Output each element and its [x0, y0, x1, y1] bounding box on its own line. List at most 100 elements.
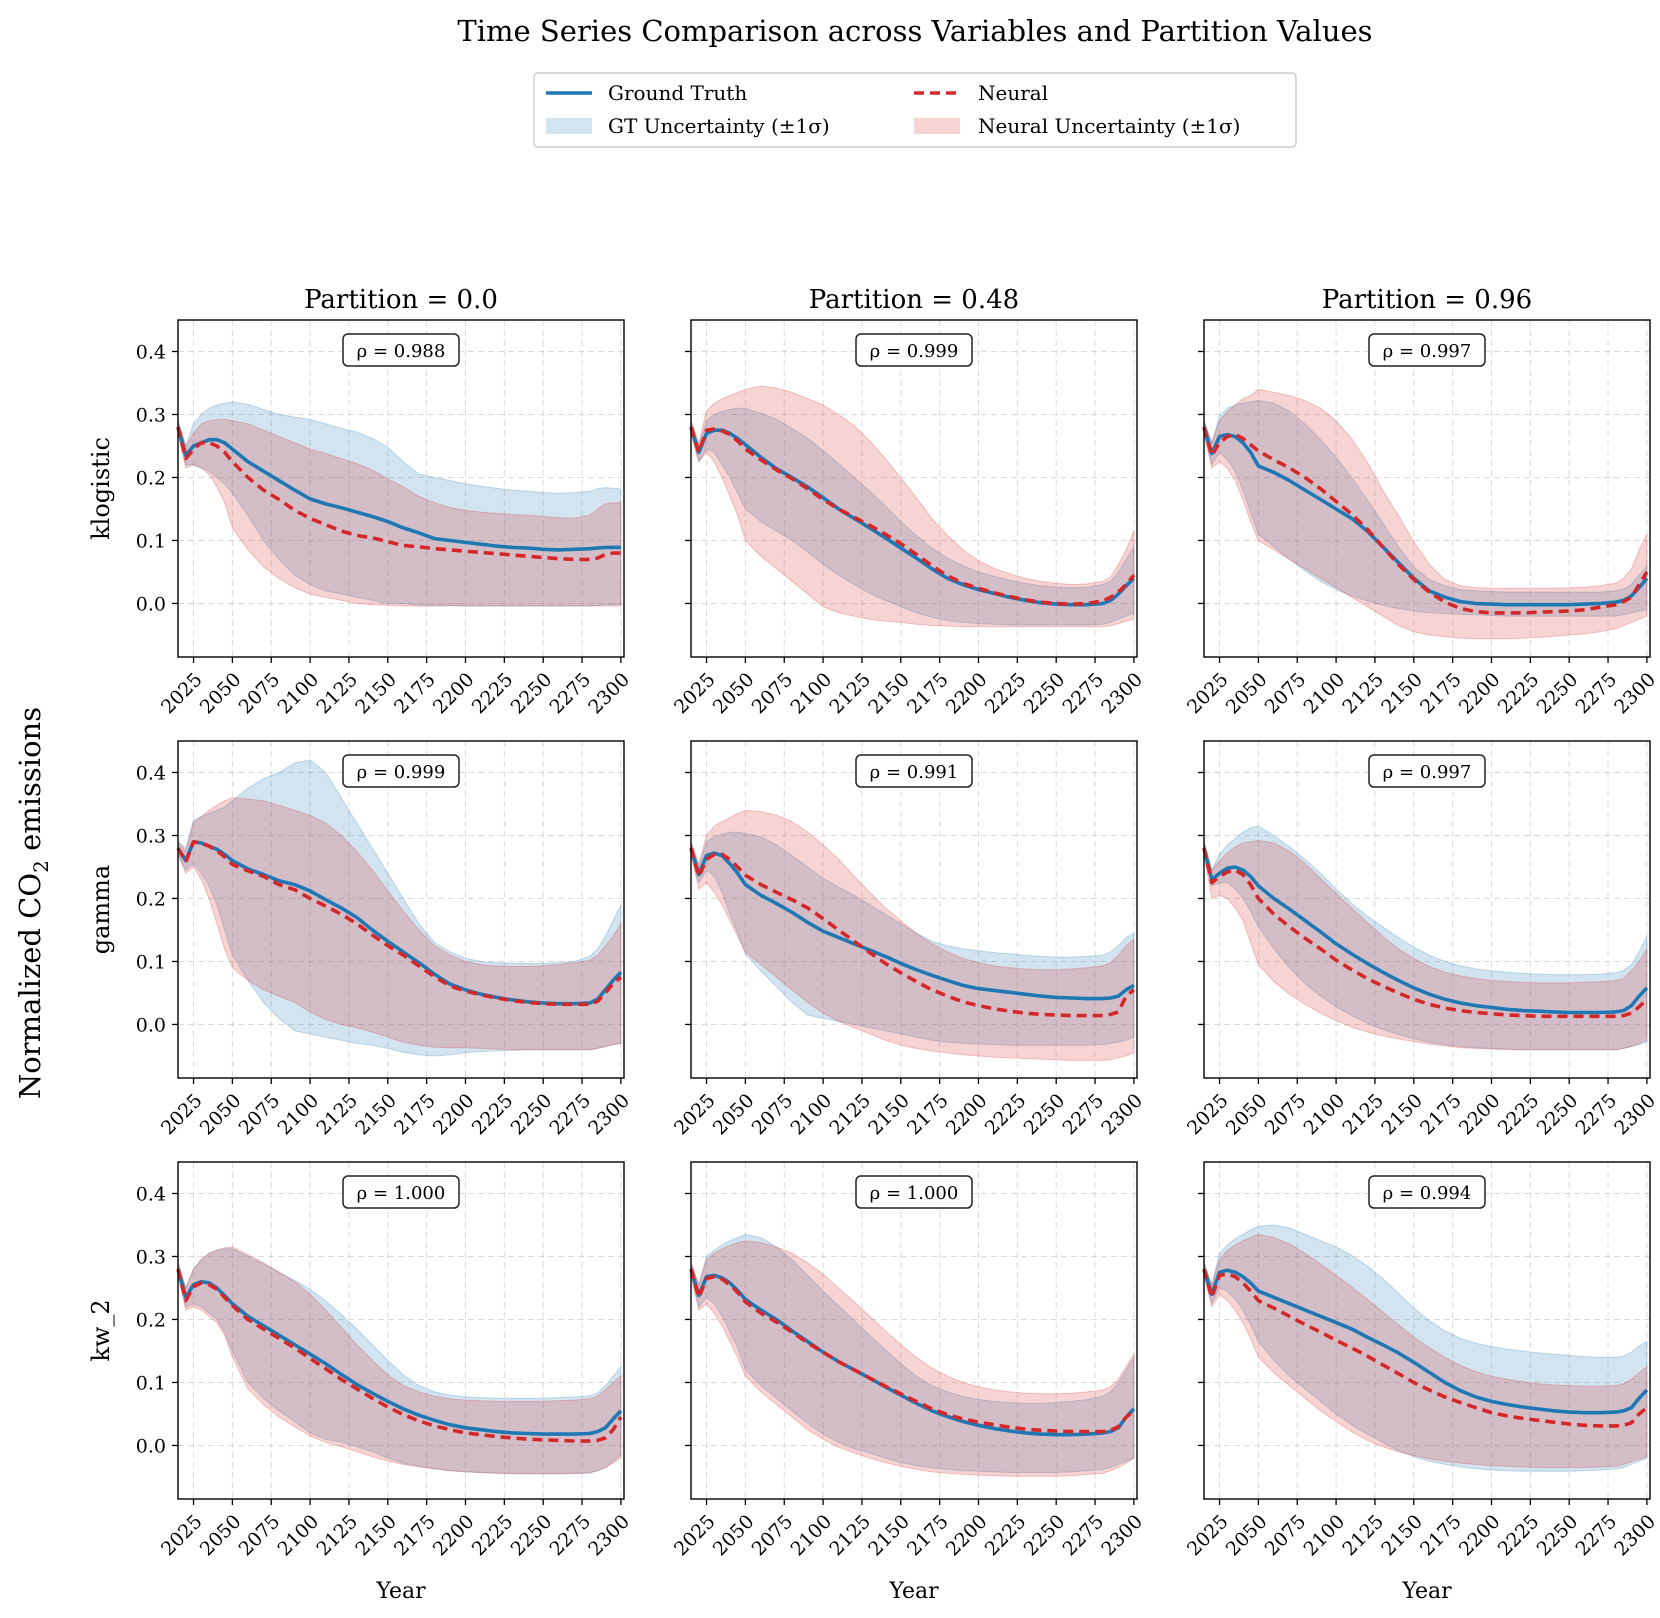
x-tick-label: 2225: [468, 1090, 518, 1140]
x-tick-label: 2150: [1377, 1511, 1427, 1561]
x-tick-label: 2275: [1058, 669, 1108, 719]
x-tick-label: 2050: [196, 1511, 246, 1561]
axes-frame: [1203, 1161, 1651, 1500]
panel-kw_2-0.96: 2025205020752100212521502175220022252250…: [1183, 1161, 1660, 1604]
x-tick-label: 2200: [942, 1511, 992, 1561]
neural-uncertainty-band: [690, 809, 1135, 1061]
correlation-box: [1368, 333, 1486, 367]
gt-uncertainty-band: [1203, 825, 1648, 1051]
y-tick-label: 0.4: [136, 1183, 166, 1205]
x-tick-label: 2100: [786, 1511, 836, 1561]
x-tick-label: 2125: [1338, 669, 1388, 719]
x-tick-label: 2200: [429, 1090, 479, 1140]
correlation-label: ρ = 1.000: [870, 1183, 959, 1204]
x-tick-label: 2225: [468, 669, 518, 719]
x-tick-label: 2125: [1338, 1511, 1388, 1561]
neural-uncertainty-band: [1203, 1233, 1648, 1468]
x-tick-label: 2300: [1097, 1090, 1147, 1140]
x-tick-label: 2025: [1183, 1511, 1233, 1561]
x-tick-label: 2150: [864, 1090, 914, 1140]
gt-uncertainty-band: [690, 407, 1135, 626]
x-tick-label: 2275: [1571, 669, 1621, 719]
panel-klogistic-0.0: 0.00.10.20.30.42025205020752100212521502…: [87, 285, 634, 718]
x-tick-label: 2200: [429, 1511, 479, 1561]
x-tick-label: 2225: [981, 1511, 1031, 1561]
y-axis-label: Normalized CO2 emissions: [13, 707, 53, 1099]
panel-klogistic-0.96: 2025205020752100212521502175220022252250…: [1183, 285, 1660, 718]
x-tick-label: 2250: [507, 669, 557, 719]
legend: Ground Truth Neural GT Uncertainty (±1σ)…: [533, 72, 1297, 148]
x-tick-label: 2175: [903, 1511, 953, 1561]
neural-line: [1202, 847, 1649, 1019]
legend-box: [533, 72, 1297, 148]
x-tick-label: 2100: [273, 1511, 323, 1561]
ground-truth-line: [176, 426, 621, 552]
x-tick-label: 2150: [351, 669, 401, 719]
ground-truth-line: [1202, 847, 1649, 1015]
x-tick-label: 2275: [545, 1090, 595, 1140]
x-tick-label: 2200: [1455, 669, 1505, 719]
x-tick-label: 2050: [709, 669, 759, 719]
panel-kw_2-0.0: 0.00.10.20.30.42025205020752100212521502…: [87, 1161, 634, 1604]
correlation-box: [342, 333, 460, 367]
column-title: Partition = 0.0: [304, 285, 498, 315]
x-tick-label: 2125: [825, 1511, 875, 1561]
x-tick-label: 2025: [670, 1511, 720, 1561]
x-tick-label: 2125: [825, 1090, 875, 1140]
axes-frame: [690, 740, 1138, 1079]
x-tick-label: 2275: [545, 669, 595, 719]
x-tick-label: 2175: [1416, 669, 1466, 719]
correlation-label: ρ = 0.991: [870, 762, 959, 783]
correlation-box: [1368, 754, 1486, 788]
gt-uncertainty-band: [690, 1233, 1135, 1473]
x-tick-label: 2050: [196, 669, 246, 719]
x-tick-label: 2050: [196, 1090, 246, 1140]
y-tick-label: 0.0: [136, 1435, 166, 1457]
neural-uncertainty-band: [177, 797, 622, 1051]
figure-title: Time Series Comparison across Variables …: [457, 14, 1372, 48]
x-tick-label: 2100: [273, 669, 323, 719]
x-tick-label: 2075: [1261, 669, 1311, 719]
x-tick-label: 2200: [429, 669, 479, 719]
gt-uncertainty-band: [177, 1248, 622, 1475]
neural-uncertainty-band: [1203, 839, 1648, 1051]
x-tick-label: 2300: [1610, 1090, 1660, 1140]
neural-uncertainty-band: [690, 385, 1135, 628]
neural-uncertainty-band: [690, 1240, 1135, 1477]
panel-kw_2-0.48: 2025205020752100212521502175220022252250…: [670, 1161, 1147, 1604]
ground-truth-line: [1202, 1268, 1649, 1415]
x-tick-label: 2300: [1610, 669, 1660, 719]
gt-uncertainty-band: [177, 401, 622, 607]
x-tick-label: 2250: [1533, 669, 1583, 719]
y-tick-label: 0.2: [136, 467, 166, 489]
axes-frame: [177, 740, 625, 1079]
x-tick-label: 2175: [1416, 1511, 1466, 1561]
column-title: Partition = 0.48: [809, 285, 1019, 315]
y-tick-label: 0.2: [136, 888, 166, 910]
x-tick-label: 2175: [390, 1090, 440, 1140]
axes-frame: [690, 1161, 1138, 1500]
x-tick-label: 2075: [748, 669, 798, 719]
axes-frame: [690, 319, 1138, 658]
x-tick-label: 2025: [157, 669, 207, 719]
x-tick-label: 2125: [312, 669, 362, 719]
x-tick-label: 2050: [1222, 1090, 1272, 1140]
x-tick-label: 2300: [584, 1090, 634, 1140]
y-tick-label: 0.1: [136, 1372, 166, 1394]
neural-uncertainty-band: [177, 1246, 622, 1475]
ground-truth-line: [689, 847, 1135, 1001]
x-tick-label: 2150: [351, 1511, 401, 1561]
y-tick-label: 0.3: [136, 1246, 166, 1268]
x-tick-label: 2275: [1058, 1090, 1108, 1140]
axes-frame: [177, 1161, 625, 1500]
correlation-label: ρ = 1.000: [357, 1183, 446, 1204]
x-tick-label: 2275: [1058, 1511, 1108, 1561]
axes-frame: [1203, 740, 1651, 1079]
x-tick-label: 2150: [1377, 669, 1427, 719]
neural-line: [689, 847, 1136, 1018]
row-label: klogistic: [87, 437, 115, 540]
x-tick-label: 2025: [1183, 1090, 1233, 1140]
x-tick-label: 2025: [670, 669, 720, 719]
y-tick-label: 0.1: [136, 951, 166, 973]
